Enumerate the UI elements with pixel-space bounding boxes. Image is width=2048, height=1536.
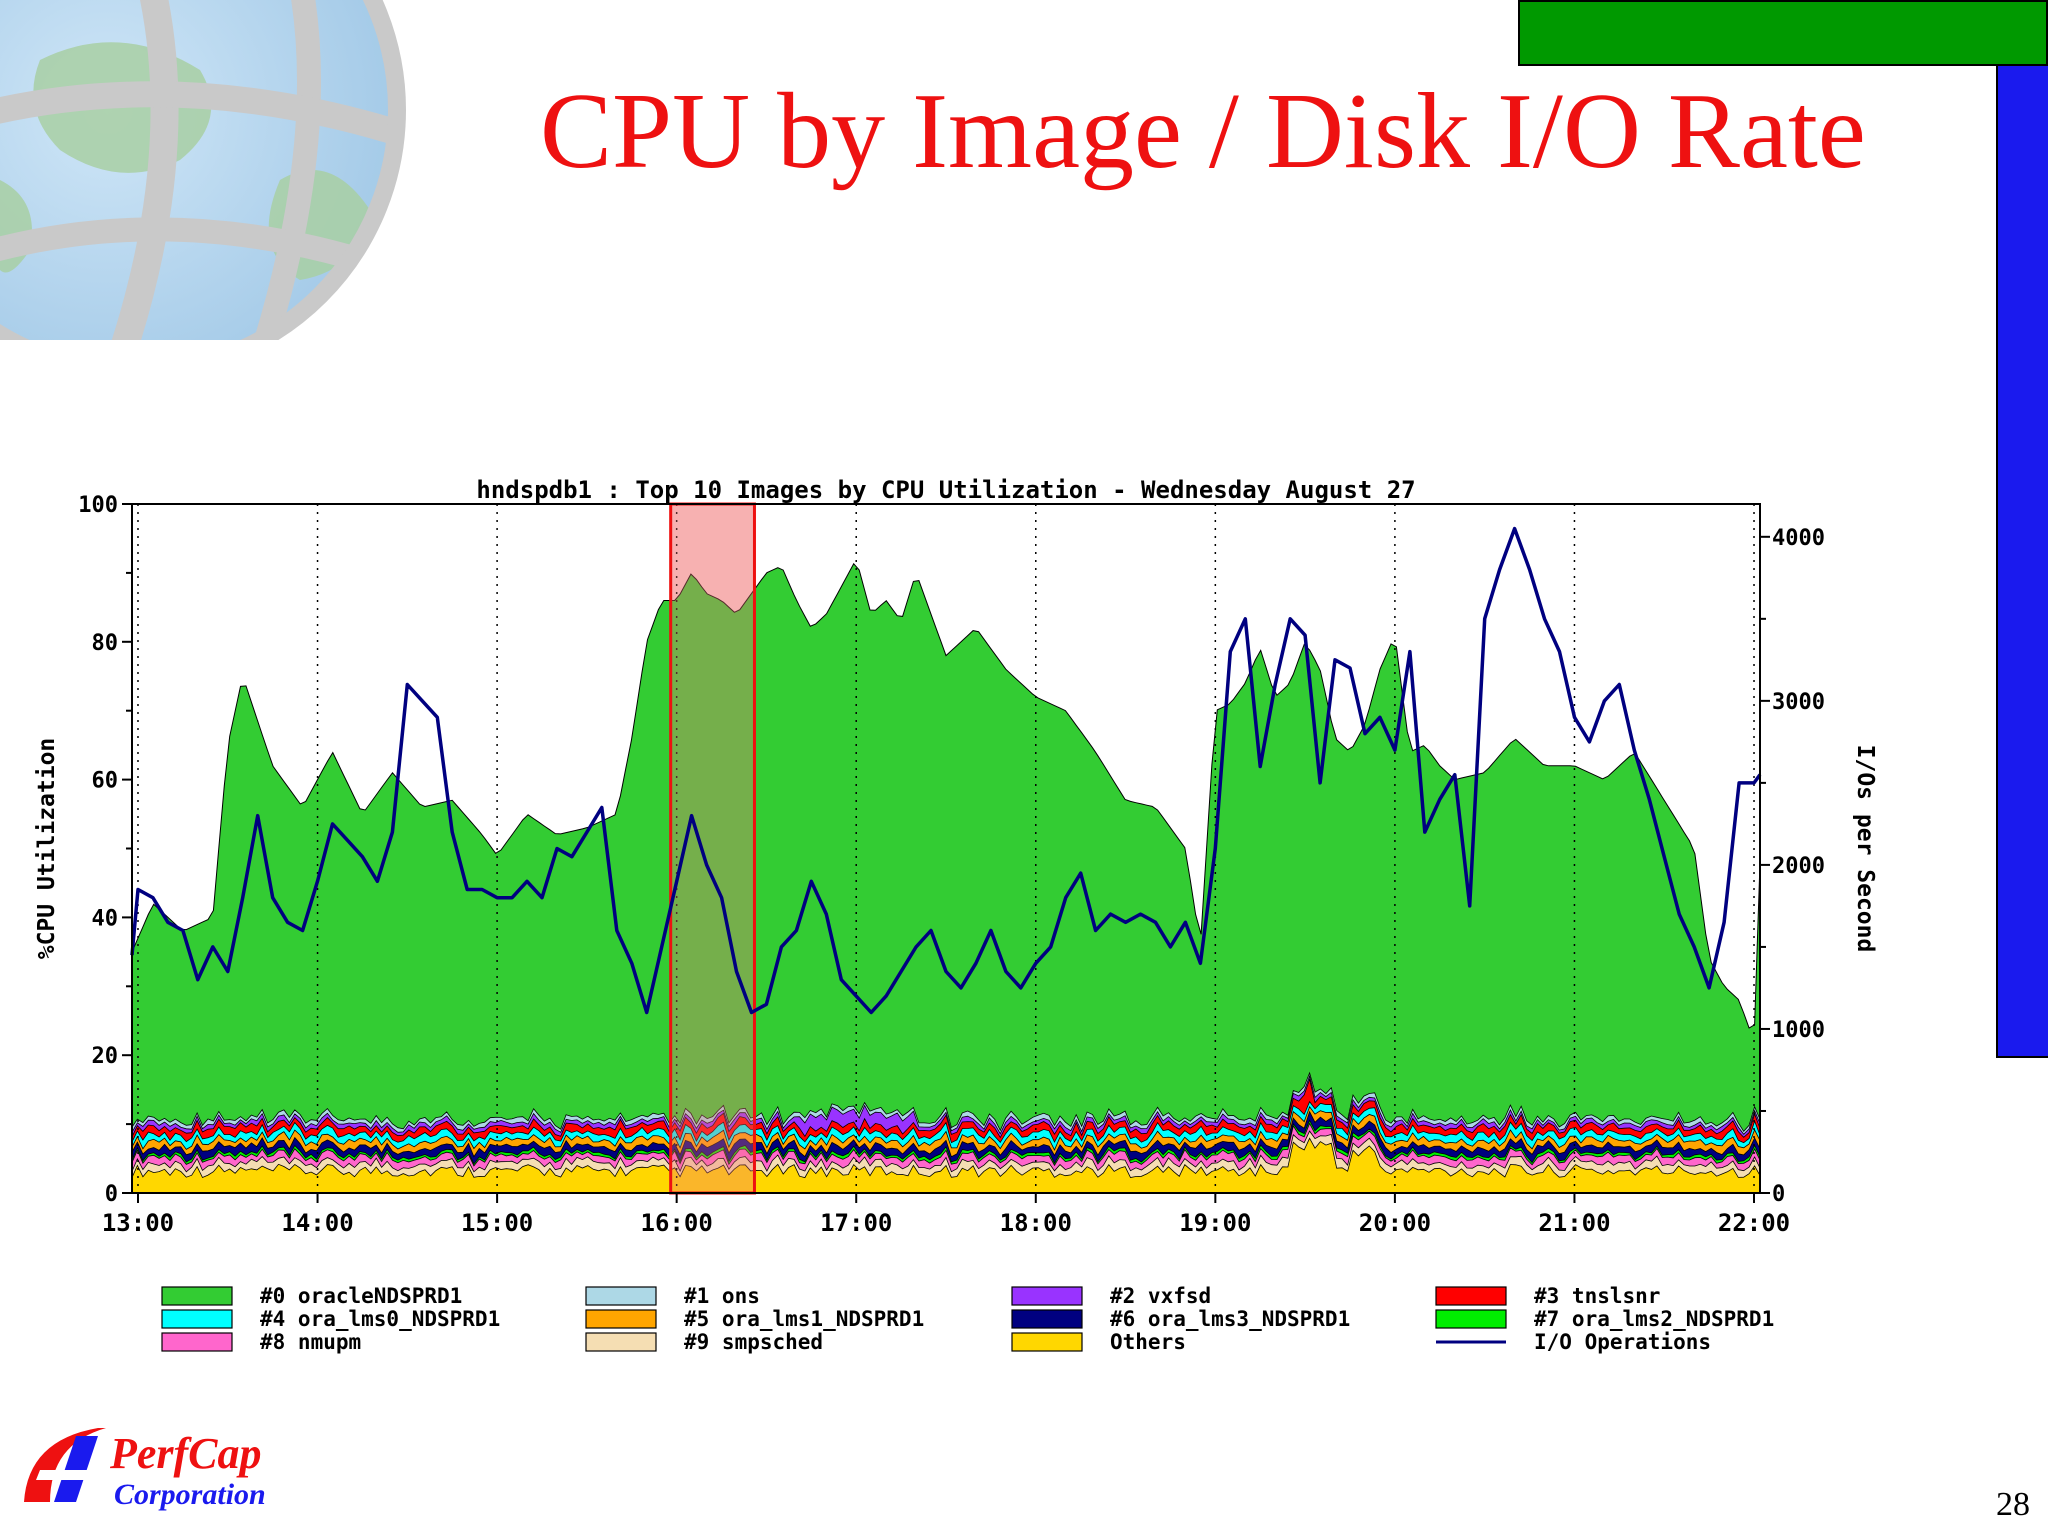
legend-swatch-1-ons: [585, 1286, 657, 1306]
legend-swatch-8-nmupm: [161, 1332, 233, 1352]
legend: #0 oracleNDSPRD1 #1 ons #2 vxfsd #3 tnslsnr…: [161, 1284, 1774, 1354]
legend-swatch-6-ora-lms3-ndsprd1: [1011, 1309, 1083, 1329]
cpu-area-group: [131, 562, 1761, 1194]
side-accent-bar: [1996, 66, 2048, 1058]
y2-tick-label: 2000: [1772, 854, 1825, 879]
legend-swatch-5-ora-lms1-ndsprd1: [585, 1309, 657, 1329]
legend-label-3-tnslsnr: #3 tnslsnr: [1534, 1284, 1660, 1308]
x-tick-label: 17:00: [820, 1209, 892, 1237]
io-operations-line: [130, 526, 1762, 1015]
legend-swatch-0-oraclendsprd1: [161, 1286, 233, 1306]
logo-name: PerfCap: [109, 1429, 262, 1478]
x-tick-label: 13:00: [102, 1209, 174, 1237]
page-number: 28: [1996, 1486, 2030, 1523]
io-line-group: [130, 526, 1762, 1015]
globe-logo-image: [0, 0, 406, 340]
y2-axis-label: I/Os per Second: [1852, 745, 1878, 953]
perfcap-emblem-icon: [24, 1428, 108, 1502]
legend-label-i-o-operations: I/O Operations: [1534, 1330, 1711, 1354]
x-tick-label: 22:00: [1718, 1209, 1790, 1237]
area-oracleNDSPRD1: [131, 562, 1761, 1194]
area-others: [131, 1137, 1761, 1194]
legend-swatch-3-tnslsnr: [1435, 1286, 1507, 1306]
legend-label-9-smpsched: #9 smpsched: [684, 1330, 823, 1354]
logo-subtitle: Corporation: [114, 1478, 266, 1511]
y-axis-label: %CPU Utilization: [34, 738, 60, 960]
y2-tick-label: 3000: [1772, 690, 1825, 715]
legend-label-1-ons: #1 ons: [684, 1284, 760, 1308]
legend-swatch-2-vxfsd: [1011, 1286, 1083, 1306]
legend-label-0-oraclendsprd1: #0 oracleNDSPRD1: [260, 1284, 462, 1308]
legend-swatch-7-ora-lms2-ndsprd1: [1435, 1309, 1507, 1329]
legend-label-others: Others: [1110, 1330, 1186, 1354]
legend-label-8-nmupm: #8 nmupm: [260, 1330, 361, 1354]
legend-label-6-ora-lms3-ndsprd1: #6 ora_lms3_NDSPRD1: [1110, 1307, 1350, 1331]
y-tick-label: 60: [92, 769, 119, 794]
legend-label-7-ora-lms2-ndsprd1: #7 ora_lms2_NDSPRD1: [1534, 1307, 1774, 1331]
y2-tick-label: 0: [1772, 1182, 1785, 1207]
y-tick-label: 80: [92, 631, 119, 656]
legend-label-5-ora-lms1-ndsprd1: #5 ora_lms1_NDSPRD1: [684, 1307, 924, 1331]
legend-swatch-4-ora-lms0-ndsprd1: [161, 1309, 233, 1329]
chart-title: hndspdb1 : Top 10 Images by CPU Utilizat…: [476, 476, 1415, 504]
legend-swatch-others: [1011, 1332, 1083, 1352]
x-tick-label: 19:00: [1179, 1209, 1251, 1237]
top-accent-bar: [1518, 0, 2048, 66]
y2-tick-label: 1000: [1772, 1018, 1825, 1043]
y-tick-label: 20: [92, 1044, 119, 1069]
y2-tick-label: 4000: [1772, 526, 1825, 551]
y-tick-label: 100: [78, 493, 118, 518]
x-tick-label: 16:00: [641, 1209, 713, 1237]
x-tick-label: 20:00: [1359, 1209, 1431, 1237]
slide-title: CPU by Image / Disk I/O Rate: [540, 72, 1866, 191]
x-tick-label: 21:00: [1538, 1209, 1610, 1237]
y-tick-label: 0: [105, 1182, 118, 1207]
x-tick-label: 14:00: [281, 1209, 353, 1237]
x-tick-label: 15:00: [461, 1209, 533, 1237]
legend-swatch-9-smpsched: [585, 1332, 657, 1352]
y-tick-label: 40: [92, 906, 119, 931]
x-tick-label: 18:00: [1000, 1209, 1072, 1237]
legend-label-4-ora-lms0-ndsprd1: #4 ora_lms0_NDSPRD1: [260, 1307, 500, 1331]
legend-label-2-vxfsd: #2 vxfsd: [1110, 1284, 1211, 1308]
perfcap-logo: PerfCap Corporation: [24, 1428, 266, 1511]
